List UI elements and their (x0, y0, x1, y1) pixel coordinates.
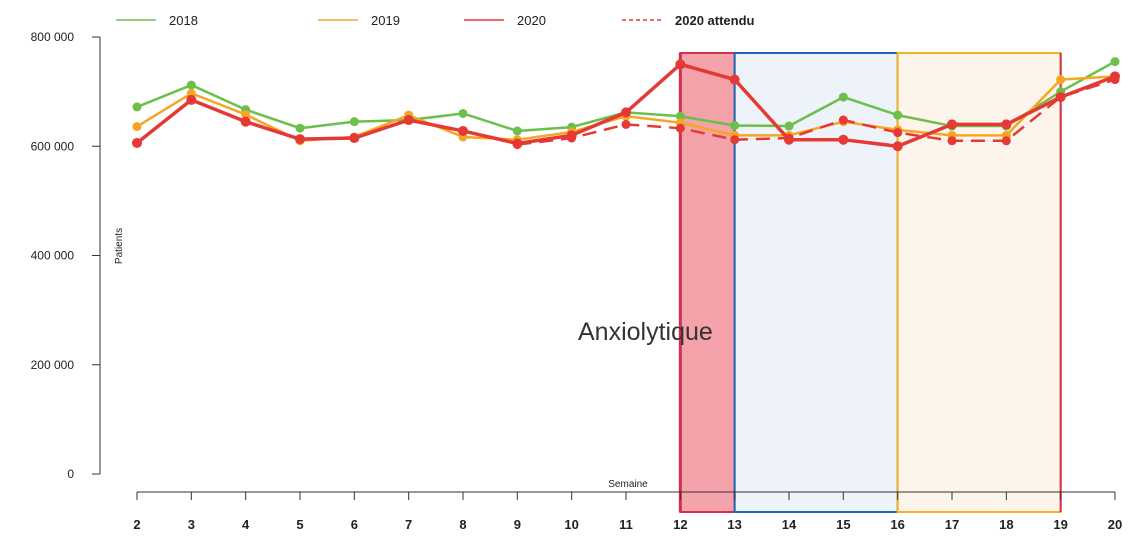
data-point (132, 102, 142, 112)
x-tick-label: 13 (727, 517, 741, 532)
annotation-label: Anxiolytique (578, 318, 713, 346)
data-point (295, 123, 305, 133)
x-tick-label: 7 (405, 517, 412, 532)
legend-entry: 2020 (517, 13, 546, 28)
x-tick-label: 18 (999, 517, 1013, 532)
data-point (1056, 75, 1066, 85)
data-point (1055, 92, 1066, 103)
data-point (838, 92, 848, 102)
data-point (893, 128, 903, 138)
data-point (892, 141, 903, 152)
y-tick-label: 800 000 (31, 30, 75, 44)
x-tick-label: 4 (242, 517, 250, 532)
data-point (730, 120, 740, 130)
data-point (458, 125, 468, 136)
data-point (1110, 71, 1120, 82)
y-tick-label: 600 000 (31, 139, 75, 153)
highlight-period-3 (896, 52, 1062, 513)
data-point (241, 110, 251, 120)
data-point (621, 119, 631, 129)
data-point (186, 80, 196, 90)
y-tick-label: 0 (67, 467, 74, 481)
x-tick-label: 5 (296, 517, 303, 532)
data-point (295, 134, 305, 145)
legend-entry: 2019 (371, 13, 400, 28)
data-point (1001, 119, 1012, 130)
data-point (675, 111, 685, 121)
data-point (838, 115, 848, 125)
data-point (349, 117, 359, 127)
data-point (458, 108, 468, 118)
data-point (621, 107, 631, 118)
x-tick-label: 11 (619, 517, 633, 532)
x-tick-label: 17 (945, 517, 959, 532)
data-point (675, 59, 686, 70)
data-point (349, 133, 360, 144)
x-tick-label: 12 (673, 517, 687, 532)
data-point (512, 138, 523, 149)
y-tick-label: 400 000 (31, 249, 75, 263)
x-tick-label: 10 (564, 517, 578, 532)
axes: 0 200 000 400 000 600 000 800 000 2 3 4 5 6 7 8 9 10 1… (31, 30, 1123, 532)
series-2020 (132, 59, 1120, 152)
data-point (186, 94, 197, 105)
x-tick-label: 2 (133, 517, 140, 532)
series-group (132, 57, 1120, 152)
data-point (947, 136, 957, 146)
x-tick-label: 20 (1108, 517, 1122, 532)
legend-entry: 2020 attendu (675, 13, 755, 28)
x-tick-label: 14 (782, 517, 797, 532)
highlight-period-2 (733, 52, 899, 513)
data-point (1110, 57, 1120, 67)
x-tick-label: 9 (514, 517, 521, 532)
x-tick-label: 6 (351, 517, 358, 532)
data-point (730, 135, 740, 145)
data-point (403, 115, 414, 126)
data-point (675, 123, 685, 133)
x-tick-label: 3 (188, 517, 195, 532)
x-axis-label: Semaine (608, 479, 648, 490)
data-point (512, 126, 522, 136)
x-tick-label: 15 (836, 517, 850, 532)
series-line (517, 78, 1116, 146)
data-point (132, 122, 142, 132)
data-point (947, 119, 957, 130)
y-tick-label: 200 000 (31, 358, 75, 372)
data-point (784, 134, 794, 145)
data-point (893, 110, 903, 120)
x-tick-label: 16 (890, 517, 904, 532)
data-point (729, 74, 740, 85)
data-point (838, 134, 849, 145)
y-axis-label: Patients (114, 228, 125, 264)
legend: 2018 2019 2020 2020 attendu (116, 13, 755, 28)
data-point (784, 121, 794, 131)
data-point (240, 116, 251, 127)
legend-entry: 2018 (169, 13, 198, 28)
x-tick-label: 19 (1053, 517, 1067, 532)
x-tick-label: 8 (459, 517, 466, 532)
data-point (132, 137, 142, 148)
data-point (1001, 136, 1011, 146)
data-point (566, 130, 577, 141)
